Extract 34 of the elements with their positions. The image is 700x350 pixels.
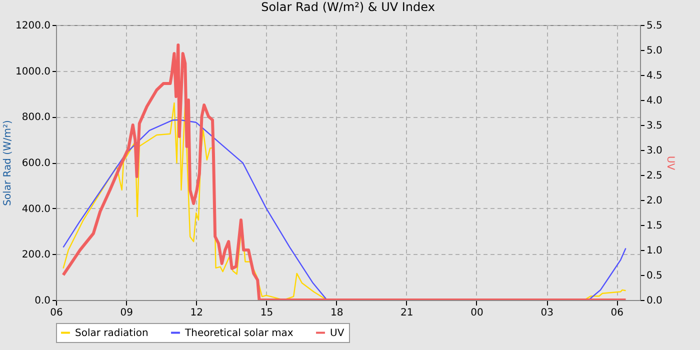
y2-tick-label: 1.5 [646, 220, 662, 232]
x-tick-label: 18 [330, 308, 344, 318]
y2-tick-label: 0.0 [646, 296, 662, 306]
x-tick-label: 00 [470, 308, 484, 318]
legend-label: Solar radiation [75, 328, 148, 339]
y2-tick-label: 4.0 [646, 96, 662, 106]
y2-tick-label: 4.5 [646, 70, 662, 82]
x-tick-label: 21 [400, 308, 414, 318]
y2-tick-label: 2.5 [646, 170, 662, 182]
x-tick-label: 06 [50, 308, 63, 318]
y2-tick-label: 5.5 [646, 20, 662, 32]
legend-label: Theoretical solar max [184, 328, 294, 339]
x-tick-label: 12 [190, 308, 204, 318]
legend-label: UV [330, 328, 344, 339]
y-tick-label: 600.0 [22, 158, 50, 169]
y2-tick-label: 5.0 [646, 46, 662, 56]
y2-tick-label: 1.0 [646, 246, 662, 256]
x-tick-label: 03 [540, 308, 554, 318]
y-tick-label: 200.0 [22, 250, 50, 261]
y-tick-label: 1200.0 [16, 20, 50, 32]
y2-axis-title: UV [664, 156, 676, 170]
y-axis-title: Solar Rad (W/m²) [2, 120, 14, 206]
x-tick-label: 06 [610, 308, 624, 318]
x-tick-label: 15 [260, 308, 274, 318]
y2-tick-label: 3.5 [646, 120, 662, 132]
y2-tick-label: 0.5 [646, 270, 662, 282]
x-tick-label: 09 [120, 308, 133, 318]
chart-title: Solar Rad (W/m²) & UV Index [261, 0, 435, 14]
y-tick-label: 800.0 [22, 112, 50, 124]
y2-tick-label: 3.0 [646, 146, 662, 156]
y-tick-label: 1000.0 [16, 66, 50, 78]
y-tick-label: 400.0 [22, 204, 50, 215]
y2-tick-label: 2.0 [646, 196, 662, 206]
y-tick-label: 0.0 [34, 296, 50, 306]
